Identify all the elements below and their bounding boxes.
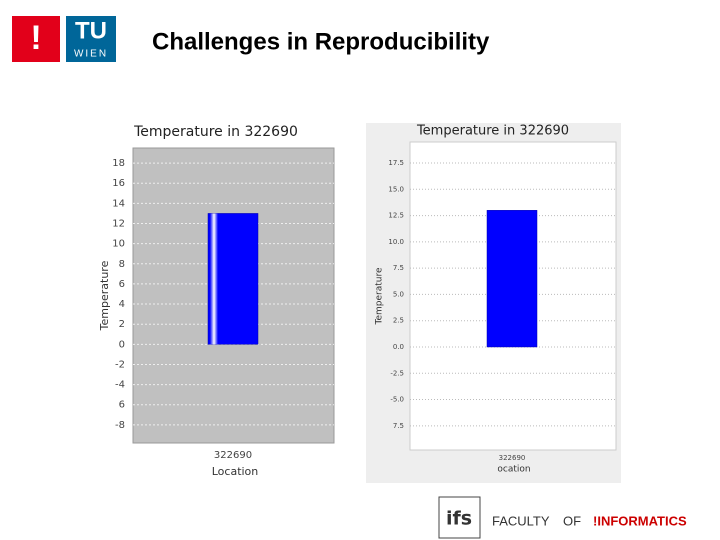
y-tick-label: 16 <box>112 178 125 189</box>
y-tick-label: 2 <box>119 319 125 330</box>
y-tick-label: 4 <box>119 299 125 310</box>
y-tick-label: 12 <box>112 219 125 230</box>
y-tick-label: 10.0 <box>388 238 404 246</box>
slide-title: Challenges in Reproducibility <box>152 28 490 55</box>
ifs-logo-text: ifs <box>446 508 472 530</box>
bar <box>486 210 538 348</box>
x-axis-label: ocation <box>497 465 530 475</box>
y-tick-label: 10 <box>112 239 125 250</box>
ifs-logo <box>438 496 481 539</box>
footer-faculty: FACULTY <box>492 513 550 528</box>
x-tick-label: 322690 <box>214 450 252 461</box>
y-tick-label: 6 <box>119 279 125 290</box>
logo-tu <box>66 16 116 62</box>
y-tick-label: -5.0 <box>390 396 404 404</box>
logo-mark: ! <box>30 19 41 57</box>
logo-wien-text: WIEN <box>74 49 108 60</box>
y-tick-label: 0.0 <box>393 343 404 351</box>
y-axis-label: Temperature <box>98 260 111 331</box>
y-tick-label: 17.5 <box>388 159 404 167</box>
bar-highlight <box>210 213 218 345</box>
y-tick-label: 12.5 <box>388 212 404 220</box>
y-tick-label: 6 <box>119 400 125 411</box>
logo-tu-text: TU <box>75 17 107 44</box>
chart-title: Temperature in 322690 <box>133 124 298 140</box>
y-tick-label: 14 <box>112 198 125 209</box>
chart-title: Temperature in 322690 <box>416 124 569 139</box>
logo-red <box>12 16 60 62</box>
y-tick-label: 0 <box>119 339 125 350</box>
x-tick-label: 322690 <box>499 454 526 462</box>
y-tick-label: 15.0 <box>388 185 404 193</box>
y-tick-label: 7.5 <box>393 264 404 272</box>
y-tick-label: 18 <box>112 158 125 169</box>
footer-informatics: !INFORMATICS <box>593 513 687 528</box>
x-axis-label: Location <box>212 465 259 478</box>
y-tick-label: -8 <box>115 420 125 431</box>
y-tick-label: -2.5 <box>390 369 404 377</box>
y-tick-label: 8 <box>119 259 125 270</box>
y-tick-label: 5.0 <box>393 290 404 298</box>
y-tick-label: -4 <box>115 380 125 391</box>
y-tick-label: 7.5 <box>393 422 404 430</box>
y-tick-label: -2 <box>115 359 125 370</box>
y-axis-label: Temperature <box>375 267 385 325</box>
footer-of: OF <box>563 513 581 528</box>
y-tick-label: 2.5 <box>393 317 404 325</box>
